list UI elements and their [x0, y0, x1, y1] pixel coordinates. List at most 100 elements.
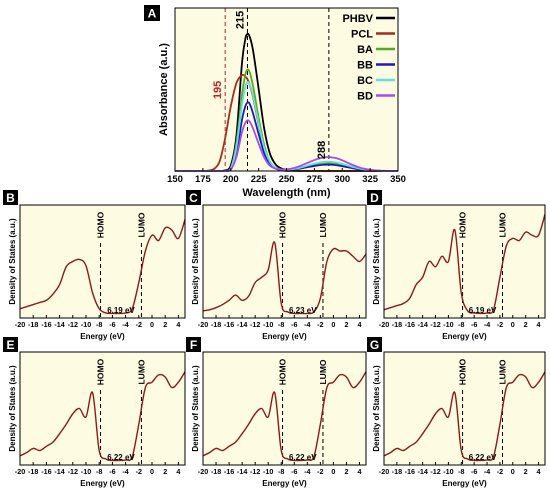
x-tick-label: -8 — [96, 320, 102, 329]
x-tick-label: -6 — [291, 467, 297, 476]
panel-letter-g: G — [367, 337, 382, 352]
y-axis-label: Density of States (a.u.) — [372, 365, 381, 452]
x-tick-label: 2 — [163, 467, 167, 476]
panel-letter-text: A — [148, 7, 157, 21]
x-axis-label: Energy (eV) — [262, 332, 307, 341]
x-tick-label: -8 — [458, 320, 464, 329]
x-tick-label: 4 — [176, 467, 180, 476]
panel-letter-a: A — [144, 5, 160, 21]
x-tick-label: 2 — [344, 320, 348, 329]
band-gap-label: 6.22 eV — [469, 453, 497, 462]
x-tick-label: 150 — [167, 174, 183, 185]
x-tick-label: -20 — [379, 320, 389, 329]
panel-letter-text: B — [6, 191, 15, 205]
x-axis-label: Wavelength (nm) — [242, 187, 331, 199]
dos-curve — [383, 371, 546, 462]
x-tick-label: 4 — [537, 467, 541, 476]
plot-area — [384, 205, 545, 318]
band-gap-label: 6.22 eV — [289, 453, 317, 462]
x-tick-label: -10 — [443, 320, 453, 329]
x-axis-label: Energy (eV) — [80, 479, 125, 488]
lumo-label: LUMO — [318, 212, 328, 237]
x-tick-label: -6 — [109, 467, 115, 476]
x-tick-label: 175 — [195, 174, 212, 185]
legend-item-phbv: PHBV — [342, 13, 395, 25]
x-tick-label: -12 — [250, 467, 260, 476]
panel-letter-c: C — [186, 190, 201, 205]
x-tick-label: 275 — [306, 174, 323, 185]
x-tick-label: -10 — [443, 467, 453, 476]
x-tick-label: -6 — [291, 320, 297, 329]
dos-curve — [19, 371, 186, 462]
plot-frame — [202, 204, 367, 319]
x-tick-label: -18 — [392, 320, 402, 329]
peak-label-288: 288 — [316, 141, 328, 159]
x-tick-label: -2 — [497, 320, 503, 329]
x-tick-label: -16 — [405, 467, 415, 476]
x-tick-label: -8 — [278, 467, 284, 476]
x-tick-label: 200 — [223, 174, 239, 185]
x-axis-label: Energy (eV) — [442, 479, 487, 488]
x-tick-label: 2 — [524, 320, 528, 329]
y-axis-label: Density of States (a.u.) — [372, 218, 381, 305]
x-tick-label: -12 — [250, 320, 260, 329]
plot-frame — [383, 351, 546, 466]
x-tick-label: -6 — [471, 467, 477, 476]
panel-letter-f: F — [186, 337, 201, 352]
x-tick-label: -12 — [430, 320, 440, 329]
dos-curve — [202, 241, 367, 315]
panel-letter-text: G — [370, 338, 379, 352]
legend-item-ba: BA — [357, 44, 395, 56]
x-tick-label: -18 — [392, 467, 402, 476]
x-tick-label: -14 — [54, 467, 64, 476]
x-tick-label: 4 — [537, 320, 541, 329]
lumo-label: LUMO — [136, 212, 146, 237]
x-axis-label: Energy (eV) — [80, 332, 125, 341]
x-tick-label: -20 — [15, 320, 25, 329]
x-tick-label: 0 — [331, 320, 335, 329]
panel-letter-box — [367, 337, 382, 352]
x-tick-label: 2 — [163, 320, 167, 329]
x-tick-label: -18 — [211, 467, 221, 476]
x-tick-label: -8 — [96, 467, 102, 476]
x-tick-label: 0 — [511, 467, 515, 476]
x-tick-label: -8 — [278, 320, 284, 329]
x-tick-label: 325 — [362, 174, 379, 185]
panel-letter-e: E — [3, 337, 18, 352]
x-tick-label: -4 — [122, 467, 128, 476]
legend-item-pcl: PCL — [351, 29, 395, 41]
x-tick-label: -14 — [237, 320, 247, 329]
legend: PHBV PCL BA BB BC BD — [342, 13, 395, 103]
x-tick-label: -14 — [54, 320, 64, 329]
panel-letter-box — [3, 190, 18, 205]
x-tick-label: 0 — [331, 467, 335, 476]
x-tick-label: -4 — [122, 320, 128, 329]
panel-letter-text: D — [370, 191, 379, 205]
homo-label: HOMO — [458, 358, 468, 385]
x-tick-label: -10 — [263, 320, 273, 329]
x-tick-label: -4 — [304, 320, 310, 329]
x-tick-label: 0 — [150, 320, 154, 329]
legend-item-bd: BD — [357, 91, 395, 103]
plot-frame — [19, 204, 186, 319]
band-gap-label: 6.19 eV — [107, 306, 135, 315]
x-tick-label: -16 — [224, 467, 234, 476]
dos-curve — [202, 371, 367, 462]
panel-letter-box — [144, 5, 160, 21]
x-tick-label: -2 — [136, 320, 142, 329]
x-tick-label: -16 — [41, 320, 51, 329]
x-tick-label: 0 — [511, 320, 515, 329]
y-axis-label: Density of States (a.u.) — [191, 218, 200, 305]
plot-area — [175, 8, 398, 171]
x-tick-label: 225 — [251, 174, 268, 185]
x-axis-label: Energy (eV) — [442, 332, 487, 341]
x-tick-label: -18 — [211, 320, 221, 329]
x-tick-label: -18 — [28, 467, 38, 476]
peak-label-195: 195 — [212, 81, 224, 99]
x-tick-label: 0 — [150, 467, 154, 476]
band-gap-label: 6.19 eV — [469, 306, 497, 315]
